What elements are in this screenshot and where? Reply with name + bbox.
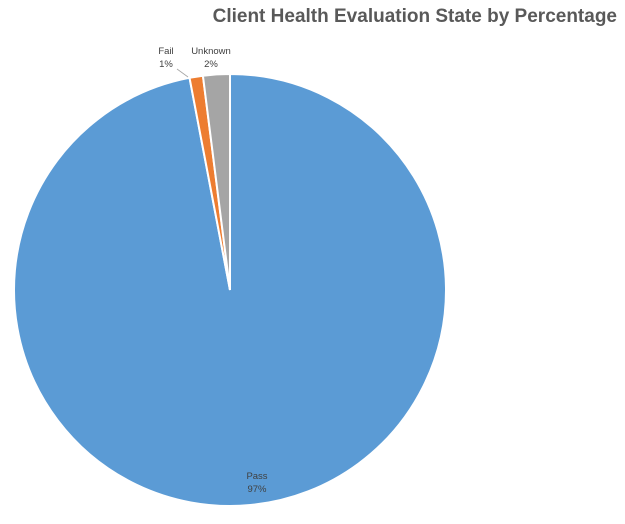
pass-label-name: Pass — [246, 471, 267, 482]
pass-label-pct: 97% — [247, 484, 267, 495]
pie-slices — [13, 72, 447, 507]
fail-leader-line — [176, 68, 189, 78]
unknown-label-name: Unknown — [191, 46, 231, 57]
unknown-label-pct: 2% — [204, 59, 218, 70]
chart-title: Client Health Evaluation State by Percen… — [212, 6, 617, 27]
slice-unknown — [201, 72, 231, 291]
fail-label-name: Fail — [158, 46, 173, 57]
fail-label-pct: 1% — [159, 59, 173, 70]
